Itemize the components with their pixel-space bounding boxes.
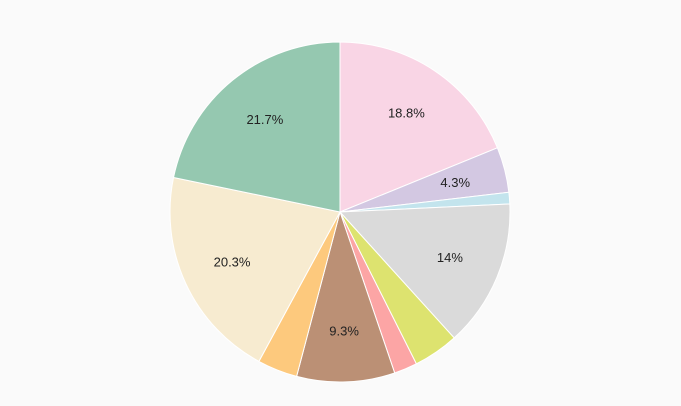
pie-slice-label-0: 18.8% — [388, 106, 425, 121]
pie-slice-8 — [169, 176, 341, 363]
pie-slice-label-3: 14% — [437, 250, 463, 265]
pie-labels: 18.8% 4.3% 14% 9.3% 20.3% 21.7% — [214, 106, 471, 339]
pie-slice-label-8: 20.3% — [214, 255, 251, 270]
pie-slice-0 — [339, 41, 499, 213]
pie-slice-9 — [172, 41, 341, 213]
pie-slice-label-1: 4.3% — [440, 175, 470, 190]
pie-slice-3 — [338, 203, 511, 339]
pie-slice-label-9: 21.7% — [246, 112, 283, 127]
pie-slice-6 — [295, 210, 396, 383]
pie-slice-label-6: 9.3% — [329, 323, 359, 338]
pie-slices — [169, 41, 511, 383]
